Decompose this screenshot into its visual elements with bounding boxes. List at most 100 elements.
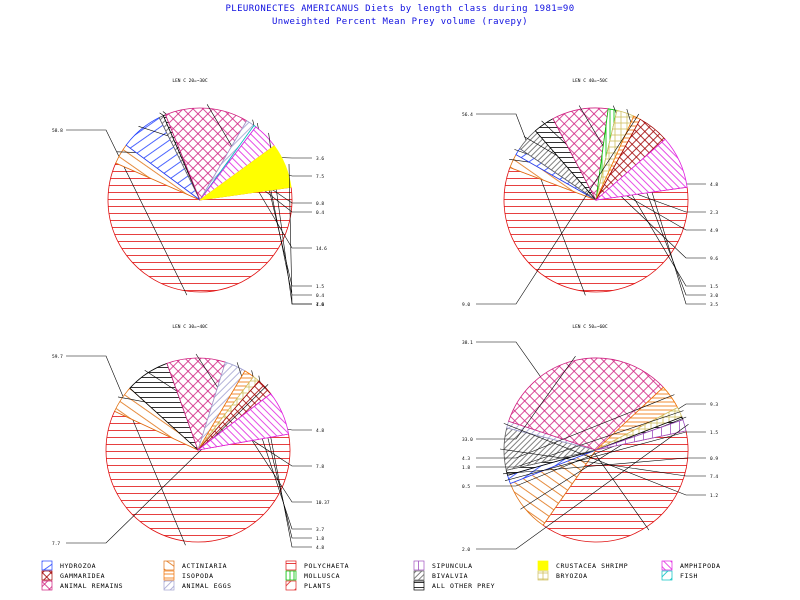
leader-line	[476, 423, 689, 550]
legend-label: ANIMAL REMAINS	[60, 582, 123, 590]
legend-swatch	[537, 560, 549, 571]
slice-value-label: 4.9	[710, 228, 718, 234]
leader-line	[288, 163, 312, 305]
slice-value-label: 59.7	[52, 354, 63, 360]
pie-chart-4: LEN C 50=~60C 38.1 9.3 1.5 0.9 7.4 1.2 33.0 4.3 1…	[462, 324, 718, 553]
slice-value-label: 4.8	[316, 428, 324, 434]
legend-label: POLYCHAETA	[304, 562, 349, 570]
slice-value-label: 9.0	[462, 302, 470, 308]
pie-slice-polychaeta	[107, 162, 293, 293]
leader-line	[502, 457, 706, 475]
slice-value-label: 7.7	[52, 541, 60, 547]
slice-value-label: 7.8	[316, 302, 324, 308]
leader-line	[476, 410, 684, 468]
slice-value-label: 3.0	[710, 293, 718, 299]
legend-label: PLANTS	[304, 582, 331, 590]
legend-item-animal-eggs: ANIMAL EGGS	[163, 580, 232, 591]
slice-value-label: 7.5	[316, 174, 324, 180]
legend-swatch	[537, 570, 549, 581]
legend-item-plants: PLANTS	[285, 580, 331, 591]
slice-value-label: 1.5	[710, 284, 718, 290]
slice-value-label: 9.6	[710, 256, 718, 262]
legend-label: BIVALVIA	[432, 572, 468, 580]
leader-line	[503, 423, 706, 496]
legend-swatch	[41, 580, 53, 591]
legend-item-bivalvia: BIVALVIA	[413, 570, 468, 581]
legend-item-bryozoa: BRYOZOA	[537, 570, 588, 581]
leader-line	[476, 113, 586, 296]
pie-slice-animal-remains	[508, 357, 664, 451]
legend-item-amphipoda: AMPHIPODA	[661, 560, 721, 571]
legend-swatch	[413, 570, 425, 581]
legend-label: CRUSTACEA SHRIMP	[556, 562, 628, 570]
slice-value-label: 38.1	[462, 340, 473, 346]
slice-value-label: 0.8	[316, 201, 324, 207]
pie-title: LEN C 40=~50C	[572, 78, 608, 84]
pie-chart-2: LEN C 40=~50C 56.4 4.8 2.3 4.9 9.6 1.5 3.0 3.5 9.…	[462, 78, 718, 308]
chart-subtitle: Unweighted Percent Mean Prey volume (rav…	[271, 17, 528, 27]
slice-value-label: 1.8	[316, 536, 324, 542]
legend-swatch	[285, 560, 297, 571]
legend-item-polychaeta: POLYCHAETA	[285, 560, 349, 571]
legend-label: SIPUNCULA	[432, 562, 473, 570]
slice-value-label: 1.5	[710, 430, 718, 436]
legend-label: HYDROZOA	[60, 562, 96, 570]
legend-item-all-other-prey: ALL OTHER PREY	[413, 580, 495, 591]
legend-item-sipuncula: SIPUNCULA	[413, 560, 473, 571]
leader-line	[476, 394, 675, 459]
legend-item-isopoda: ISOPODA	[163, 570, 214, 581]
pie-slice-animal-remains	[164, 107, 248, 201]
legend-item-fish: FISH	[661, 570, 698, 581]
legend-swatch	[163, 570, 175, 581]
slice-value-label: 33.0	[462, 437, 473, 443]
legend-swatch	[285, 580, 297, 591]
slice-value-label: 1.5	[316, 284, 324, 290]
slice-value-label: 2.0	[462, 547, 470, 553]
slice-value-label: 0.4	[316, 293, 324, 299]
slice-value-label: 56.4	[462, 112, 473, 118]
slice-value-label: 4.8	[710, 182, 718, 188]
slice-value-label: 0.5	[462, 484, 470, 490]
slice-value-label: 9.3	[710, 402, 718, 408]
legend-label: MOLLUSCA	[304, 572, 340, 580]
leader-line	[66, 129, 188, 296]
slice-value-label: 0.4	[316, 210, 324, 216]
pie-chart-1: LEN C 20=~30C 58.8 3.6 7.5 0.8 0.4 14.6 1.5 0.4 4…	[52, 78, 327, 308]
legend-swatch	[661, 570, 673, 581]
legend-item-crustacea-shrimp: CRUSTACEA SHRIMP	[537, 560, 628, 571]
legend-swatch	[163, 580, 175, 591]
legend-swatch	[413, 560, 425, 571]
pie-slice-polychaeta	[105, 410, 291, 543]
leader-line	[476, 113, 640, 305]
leader-line	[476, 356, 576, 440]
legend-label: ACTINIARIA	[182, 562, 227, 570]
pie-title: LEN C 20=~30C	[172, 78, 208, 84]
pie-chart-3: LEN C 30=~40C 59.7 4.8 7.8 10.37 3.7 1.8 4.8 7.7	[52, 324, 330, 551]
pie-slice-polychaeta	[503, 167, 689, 293]
slice-value-label: 3.6	[316, 156, 324, 162]
slice-value-label: 14.6	[316, 246, 327, 252]
pie-slice-amphipoda	[594, 138, 688, 201]
leader-line	[520, 403, 706, 510]
slice-value-label: 2.3	[710, 210, 718, 216]
pie-slice-sipuncula	[595, 419, 687, 451]
slice-value-label: 4.8	[316, 545, 324, 551]
legend-item-animal-remains: ANIMAL REMAINS	[41, 580, 123, 591]
legend-label: GAMMARIDEA	[60, 572, 105, 580]
legend-swatch	[41, 560, 53, 571]
legend-label: BRYOZOA	[556, 572, 588, 580]
legend-swatch	[163, 560, 175, 571]
legend-label: ANIMAL EGGS	[182, 582, 232, 590]
slice-value-label: 58.8	[52, 128, 63, 134]
slice-value-label: 4.3	[462, 456, 470, 462]
legend-swatch	[661, 560, 673, 571]
slice-value-label: 3.5	[710, 302, 718, 308]
slice-value-label: 1.2	[710, 493, 718, 499]
chart-title: PLEURONECTES AMERICANUS Diets by length …	[225, 4, 575, 14]
legend-label: AMPHIPODA	[680, 562, 721, 570]
legend-label: ISOPODA	[182, 572, 214, 580]
legend-label: FISH	[680, 572, 698, 580]
slice-value-label: 4.6	[316, 302, 324, 308]
legend-swatch	[413, 580, 425, 591]
